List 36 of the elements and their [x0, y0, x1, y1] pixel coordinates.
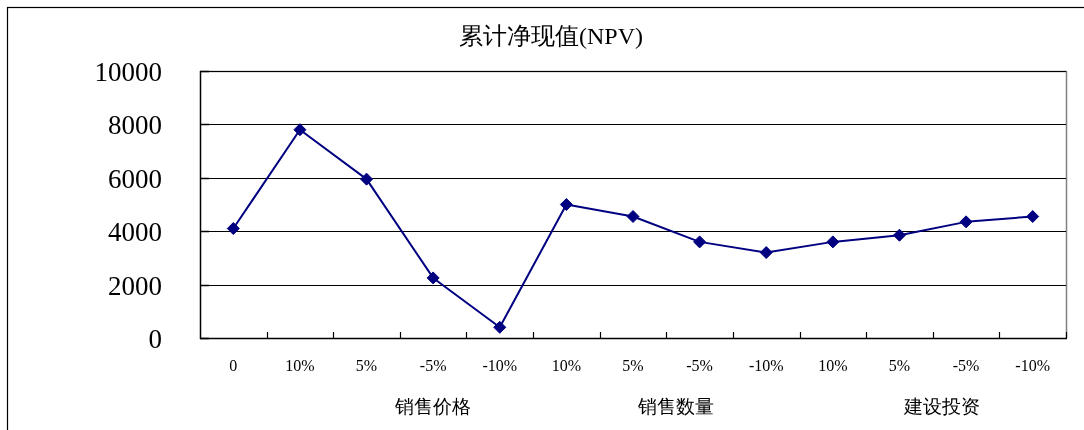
point	[959, 215, 973, 229]
x-tick-label: 5%	[888, 356, 911, 374]
point	[626, 210, 640, 224]
point	[559, 198, 573, 211]
y-tick-label: 6000	[108, 163, 162, 194]
x-tick-label: 10%	[818, 356, 848, 374]
x-tick-label: 10%	[551, 356, 582, 374]
point	[826, 235, 840, 249]
chart-title: 累计净现值(NPV)	[459, 23, 643, 49]
x-tick-label: 0	[229, 356, 238, 374]
y-tick-label: 8000	[108, 109, 162, 140]
x-tick-label: -5%	[952, 356, 980, 374]
point	[759, 246, 773, 260]
point	[693, 235, 707, 249]
point	[293, 123, 307, 137]
x-tick-label: -10%	[482, 356, 518, 374]
y-tick-label: 0	[148, 323, 162, 354]
point	[226, 222, 240, 236]
text: 销售数量	[637, 395, 715, 417]
y-tick-label: 10000	[94, 56, 162, 87]
point	[892, 228, 906, 242]
y-tick-label: 4000	[108, 216, 162, 247]
y-tick-label: 2000	[108, 270, 162, 301]
x-tick-label: 5%	[355, 356, 378, 374]
point	[426, 271, 440, 285]
x-tick-label: 10%	[285, 356, 315, 374]
point	[1026, 210, 1040, 224]
x-tick-label: -5%	[686, 356, 713, 374]
point	[493, 320, 507, 334]
point	[360, 172, 374, 186]
text: 销售价格	[393, 395, 471, 417]
x-tick-label: -10%	[748, 356, 784, 374]
x-tick-label: -5%	[419, 356, 447, 374]
x-tick-label: 5%	[622, 356, 644, 374]
x-tick-label: -10%	[1015, 356, 1051, 374]
text: 建设投资	[903, 395, 981, 417]
